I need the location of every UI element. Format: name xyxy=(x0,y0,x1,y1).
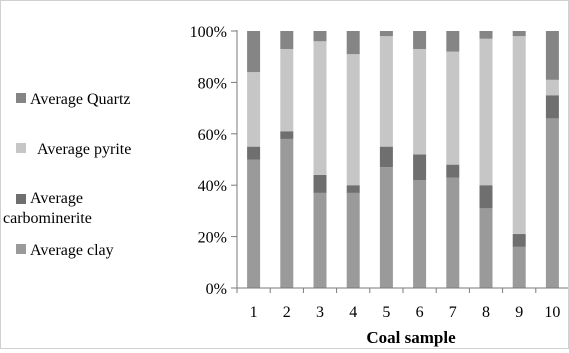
x-axis-title: Coal sample xyxy=(366,328,456,347)
bars xyxy=(247,31,559,288)
legend-swatch xyxy=(16,143,26,153)
legend-swatch xyxy=(16,194,26,204)
y-tick-label: 0% xyxy=(206,281,227,298)
bar-segment xyxy=(247,146,261,160)
bar-segment xyxy=(247,31,261,73)
bar-segment xyxy=(313,31,327,42)
bar-segment xyxy=(512,31,526,37)
bar-segment xyxy=(280,31,294,49)
legend: Average Quartz Average pyrite Average carbo… xyxy=(3,91,131,259)
bar-segment xyxy=(379,167,393,288)
x-tick-label: 1 xyxy=(250,304,258,321)
bar-segment xyxy=(545,79,559,96)
axes xyxy=(231,30,569,293)
bar-segment xyxy=(346,54,360,186)
legend-swatch xyxy=(16,244,26,254)
bar-segment xyxy=(545,95,559,119)
x-tick-label: 7 xyxy=(449,304,457,321)
legend-swatch xyxy=(16,93,26,103)
y-tick-label: 100% xyxy=(190,24,227,41)
bar-segment xyxy=(479,38,493,186)
bar-segment xyxy=(545,118,559,288)
y-tick-label: 60% xyxy=(198,127,227,144)
bar-segment xyxy=(379,146,393,168)
bar-segment xyxy=(512,246,526,288)
bar-segment xyxy=(512,36,526,235)
bar-segment xyxy=(479,208,493,288)
x-tick-label: 10 xyxy=(544,304,560,321)
bar-segment xyxy=(313,174,327,193)
bar-segment xyxy=(313,192,327,288)
x-tick-label: 4 xyxy=(349,304,357,321)
bar-segment xyxy=(346,31,360,55)
x-tick-label: 9 xyxy=(515,304,523,321)
y-tick-label: 40% xyxy=(198,178,227,195)
bar-segment xyxy=(247,72,261,147)
bar-segment xyxy=(280,131,294,139)
y-tick-label: 20% xyxy=(198,230,227,247)
bar-segment xyxy=(379,31,393,37)
bar-segment xyxy=(413,180,427,288)
bar-segment xyxy=(446,164,460,178)
bar-segment xyxy=(247,159,261,288)
bar-segment xyxy=(346,185,360,193)
bar-segment xyxy=(280,138,294,288)
legend-label: Average Quartz xyxy=(30,91,131,108)
bar-segment xyxy=(346,192,360,288)
bar-segment xyxy=(446,31,460,52)
bar-segment xyxy=(413,48,427,155)
legend-label: Average pyrite xyxy=(37,141,131,158)
bar-segment xyxy=(545,31,559,80)
legend-label: Average clay xyxy=(30,242,114,259)
bar-segment xyxy=(280,48,294,132)
stacked-bar-chart: Average Quartz Average pyrite Average carbo… xyxy=(3,24,569,347)
x-tick-label: 5 xyxy=(382,304,390,321)
bar-segment xyxy=(446,51,460,165)
bar-segment xyxy=(479,185,493,209)
legend-label: Average carbominerite xyxy=(3,190,92,227)
bar-segment xyxy=(313,41,327,175)
bar-segment xyxy=(413,31,427,49)
y-axis-tick-labels: 0% 20% 40% 60% 80% 100% xyxy=(190,24,227,298)
bar-segment xyxy=(512,234,526,247)
x-tick-label: 2 xyxy=(283,304,291,321)
x-tick-label: 6 xyxy=(416,304,424,321)
x-axis-tick-labels: 1 2 3 4 5 6 7 8 9 10 xyxy=(250,304,561,321)
bar-segment xyxy=(446,177,460,288)
x-tick-label: 8 xyxy=(482,304,490,321)
bar-segment xyxy=(479,31,493,39)
y-tick-label: 80% xyxy=(198,75,227,92)
bar-segment xyxy=(379,36,393,147)
bar-segment xyxy=(413,154,427,181)
x-tick-label: 3 xyxy=(316,304,324,321)
